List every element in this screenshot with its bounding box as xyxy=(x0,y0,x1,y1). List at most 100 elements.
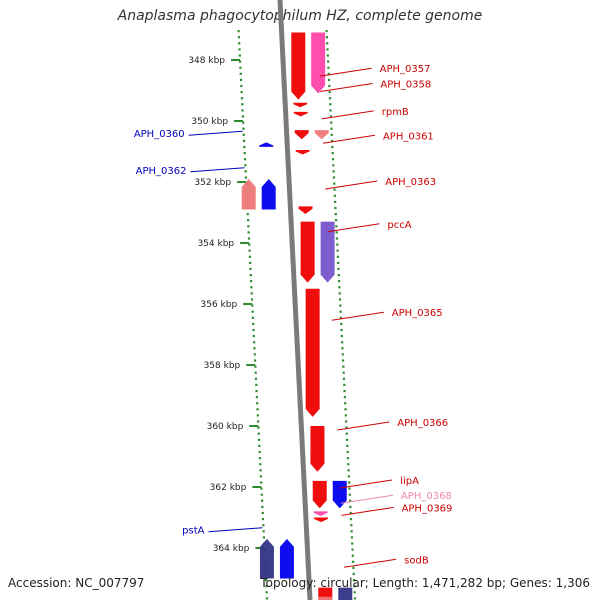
gene-label: APH_0361 xyxy=(383,131,434,142)
gene-arrow xyxy=(338,587,353,600)
tick-dot xyxy=(256,408,259,411)
tick-dot xyxy=(249,274,252,277)
tick-dot xyxy=(238,54,241,57)
tick-dot xyxy=(250,292,253,295)
tick-dot xyxy=(353,585,356,588)
genome-backbone xyxy=(277,0,313,600)
label-leader xyxy=(341,506,394,516)
axis-tick-label: 348 kbp xyxy=(188,56,225,66)
tick-dot xyxy=(330,133,333,136)
position-axis: 348 kbp 350 kbp 352 kbp 354 kbp 356 kbp 358 k… xyxy=(188,56,265,554)
topology-text: Topology: circular; Length: 1,471,282 bp… xyxy=(260,576,590,590)
tick-dot xyxy=(242,133,245,136)
tick-dot xyxy=(257,438,261,441)
tick-dot xyxy=(327,78,331,81)
axis-tick-label: 364 kbp xyxy=(213,544,250,554)
tick-dot xyxy=(326,48,329,51)
tick-dot xyxy=(337,267,340,271)
tick-dot xyxy=(248,249,251,252)
tick-dot xyxy=(333,194,336,197)
label-leader xyxy=(344,558,397,568)
gene-arrow xyxy=(320,221,335,283)
tick-dot xyxy=(260,481,263,484)
label-leader xyxy=(325,180,378,190)
tick-dot xyxy=(242,127,245,130)
tick-dot xyxy=(353,597,357,600)
tick-dot xyxy=(339,316,343,319)
tick-dot xyxy=(254,365,257,368)
accession-text: Accession: NC_007797 xyxy=(8,576,145,590)
tick-dot xyxy=(255,396,258,399)
tick-dot xyxy=(349,511,352,515)
tick-dot xyxy=(330,127,333,130)
tick-dot xyxy=(256,402,259,405)
tick-dot xyxy=(348,481,351,484)
axis-tick-label: 350 kbp xyxy=(191,117,228,127)
gene-arrow xyxy=(311,32,326,94)
tick-dot xyxy=(332,164,335,167)
label-leader xyxy=(340,494,394,504)
tick-dot xyxy=(246,213,249,216)
tick-dot xyxy=(339,304,342,307)
gene-label: pstA xyxy=(182,526,204,537)
tick-dot xyxy=(345,432,348,435)
tick-dot xyxy=(325,30,328,33)
tick-dot xyxy=(348,499,352,502)
tick-dot xyxy=(262,536,266,539)
tick-dot xyxy=(238,48,241,51)
tick-dot xyxy=(239,60,242,63)
tick-dot xyxy=(260,493,263,496)
reverse-tick-track xyxy=(325,30,357,600)
tick-dot xyxy=(254,371,257,374)
tick-dot xyxy=(251,304,254,307)
tick-dot xyxy=(342,377,346,380)
tick-dot xyxy=(348,487,351,490)
tick-dot xyxy=(259,469,262,472)
tick-dot xyxy=(240,91,243,94)
tick-dot xyxy=(349,505,352,508)
tick-dot xyxy=(239,78,243,81)
tick-dot xyxy=(260,487,263,490)
tick-dot xyxy=(336,243,339,246)
label-leader xyxy=(340,479,393,489)
tick-dot xyxy=(341,347,344,350)
tick-dot xyxy=(262,530,265,533)
tick-dot xyxy=(251,316,255,319)
axis-tick-label: 360 kbp xyxy=(207,422,244,432)
tick-dot xyxy=(260,499,264,502)
tick-dot xyxy=(327,66,330,69)
tick-dot xyxy=(244,176,248,179)
gene-label: sodB xyxy=(404,555,429,566)
tick-dot xyxy=(338,292,341,295)
gene-arrow xyxy=(318,596,333,600)
gene-arrow xyxy=(332,480,347,509)
tick-dot xyxy=(336,249,339,252)
tick-dot xyxy=(328,97,332,100)
tick-dot xyxy=(252,322,255,325)
tick-dot xyxy=(331,152,334,155)
tick-dot xyxy=(338,286,341,289)
label-leader xyxy=(320,82,373,92)
tick-dot xyxy=(341,341,344,344)
tick-dot xyxy=(325,36,329,39)
tick-dot xyxy=(347,463,350,466)
label-leader xyxy=(331,311,384,321)
tick-dot xyxy=(334,206,337,210)
tick-dot xyxy=(336,255,339,258)
gene-label: rpmB xyxy=(382,107,409,118)
tick-dot xyxy=(340,322,343,325)
tick-dot xyxy=(253,359,257,362)
tick-dot xyxy=(251,310,254,313)
tick-dot xyxy=(255,383,258,386)
tick-dot xyxy=(331,158,335,161)
tick-dot xyxy=(259,463,262,466)
tick-dot xyxy=(327,72,330,75)
gene-arrow xyxy=(310,426,325,472)
tick-dot xyxy=(331,145,334,149)
gene-arrow xyxy=(295,149,310,155)
tick-dot xyxy=(246,219,250,222)
tick-dot xyxy=(243,145,246,149)
tick-dot xyxy=(252,335,255,338)
tick-dot xyxy=(247,237,251,240)
tick-dot xyxy=(240,84,243,88)
